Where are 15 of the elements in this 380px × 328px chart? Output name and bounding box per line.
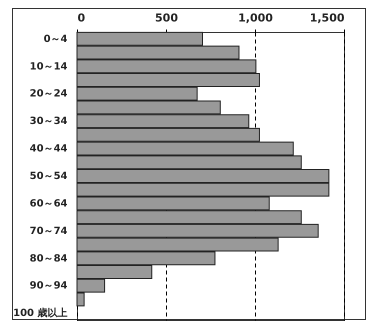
x-tick-label: 500 (155, 12, 178, 24)
y-tick-label: 10～14 (30, 61, 68, 72)
y-tick-label: 30～34 (30, 116, 68, 128)
y-tick-label: 70～74 (30, 226, 68, 237)
y-tick-label: 100 歳以上 (13, 307, 68, 320)
y-tick-label: 90～94 (30, 280, 68, 292)
y-tick-label: 50～54 (30, 171, 68, 182)
y-tick-label: 40～44 (30, 144, 68, 155)
x-tick-label: 1,500 (310, 12, 345, 24)
y-tick-label: 60～64 (30, 198, 68, 210)
y-tick-label: 20～24 (30, 88, 68, 100)
y-tick-label: 80～84 (30, 253, 68, 264)
x-tick-label: 1,000 (238, 12, 274, 24)
x-tick-label: 0 (78, 12, 86, 24)
y-tick-label: 0～4 (44, 34, 68, 45)
